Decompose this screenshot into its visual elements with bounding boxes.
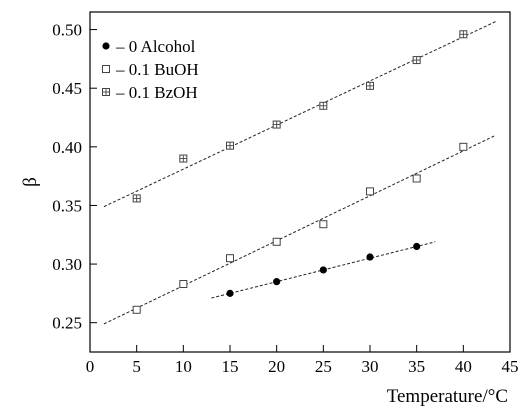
data-point-series-1 xyxy=(319,220,328,229)
x-tick-label: 0 xyxy=(86,357,95,376)
x-tick-label: 15 xyxy=(222,357,239,376)
x-tick-label: 10 xyxy=(175,357,192,376)
data-point-series-0 xyxy=(273,278,281,286)
x-tick-label: 40 xyxy=(455,357,472,376)
data-point-series-2 xyxy=(366,81,374,90)
axis-ticks: 0 5 10 15 20 25 30 35 40 45 0.25 0.30 0.35 0.40 0.45 0.… xyxy=(52,21,518,376)
data-point-series-1 xyxy=(179,280,188,288)
y-tick-label: 0.30 xyxy=(52,255,82,274)
legend: – 0 Alcohol – 0.1 BuOH – 0.1 BzOH xyxy=(102,37,199,102)
y-tick-label: 0.35 xyxy=(52,196,82,215)
x-tick-label: 30 xyxy=(362,357,379,376)
data-point-series-1 xyxy=(459,142,468,151)
legend-label: – 0.1 BzOH xyxy=(115,83,198,102)
data-point-series-2 xyxy=(272,120,281,129)
x-tick-label: 5 xyxy=(132,357,141,376)
data-points xyxy=(132,30,468,314)
fit-line-series-1 xyxy=(103,134,497,325)
x-tick-label: 45 xyxy=(502,357,519,376)
data-point-series-2 xyxy=(132,194,141,203)
data-point-series-1 xyxy=(132,305,141,314)
data-point-series-2 xyxy=(319,101,328,110)
data-point-series-0 xyxy=(226,289,234,297)
data-point-series-2 xyxy=(226,141,234,150)
legend-label: – 0 Alcohol xyxy=(115,37,196,56)
x-tick-label: 35 xyxy=(408,357,425,376)
y-tick-label: 0.25 xyxy=(52,314,82,333)
data-point-series-1 xyxy=(226,254,234,263)
legend-marker xyxy=(102,42,110,50)
y-tick-label: 0.40 xyxy=(52,138,82,157)
legend-label: – 0.1 BuOH xyxy=(115,60,199,79)
data-point-series-0 xyxy=(413,242,421,251)
x-tick-label: 20 xyxy=(268,357,285,376)
y-axis-title: β xyxy=(20,177,41,187)
y-tick-label: 0.50 xyxy=(52,21,82,40)
legend-marker xyxy=(102,88,110,96)
fit-line-series-2 xyxy=(103,20,497,208)
data-point-series-1 xyxy=(272,237,281,246)
y-tick-label: 0.45 xyxy=(52,79,82,98)
x-tick-label: 25 xyxy=(315,357,332,376)
plot-frame xyxy=(89,11,511,353)
data-point-series-1 xyxy=(366,187,374,196)
data-point-series-0 xyxy=(319,266,327,274)
data-point-series-0 xyxy=(366,253,374,261)
data-point-series-2 xyxy=(412,56,421,65)
data-point-series-2 xyxy=(459,30,468,39)
data-point-series-1 xyxy=(412,174,421,183)
x-axis-title: Temperature/°C xyxy=(387,386,508,406)
legend-marker xyxy=(102,65,110,73)
data-point-series-2 xyxy=(179,154,188,163)
